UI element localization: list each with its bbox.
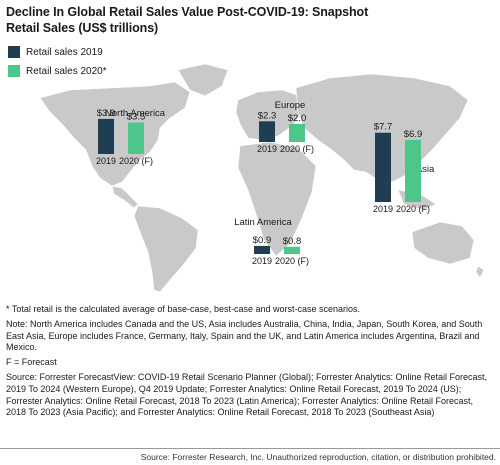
year-label-north-america-2019: 2019 [96, 156, 116, 166]
value-label-north-america-2019: $3.9 [97, 108, 116, 119]
title-line-2: Retail Sales (US$ trillions) [6, 21, 159, 35]
footer-text: Source: Forrester Research, Inc. Unautho… [140, 452, 496, 462]
legend-label-2019: Retail sales 2019 [26, 46, 103, 58]
bar-north-america-2019 [98, 118, 114, 154]
value-label-asia-2019: $7.7 [374, 122, 393, 133]
note-forecast: F = Forecast [6, 357, 57, 368]
year-label-latin-america-2020: 2020 (F) [275, 256, 309, 266]
chart-title: Decline In Global Retail Sales Value Pos… [6, 4, 368, 36]
legend-item-2019: Retail sales 2019 [8, 46, 107, 58]
year-label-asia-2020: 2020 (F) [396, 204, 430, 214]
value-label-europe-2020: $2.0 [288, 113, 307, 124]
footer: Source: Forrester Research, Inc. Unautho… [0, 448, 500, 465]
note-source: Source: Forrester ForecastView: COVID-19… [6, 371, 488, 418]
year-label-asia-2019: 2019 [373, 204, 393, 214]
legend-swatch-2020 [8, 65, 20, 77]
note-total: * Total retail is the calculated average… [6, 304, 361, 314]
region-label-asia: Asia [416, 164, 435, 175]
legend-label-2020: Retail sales 2020* [26, 65, 107, 77]
year-label-north-america-2020: 2020 (F) [119, 156, 153, 166]
value-label-latin-america-2019: $0.9 [253, 235, 272, 246]
year-label-europe-2019: 2019 [257, 144, 277, 154]
world-map-land [39, 63, 485, 293]
note-regions: Note: North America includes Canada and … [6, 318, 483, 353]
bar-europe-2020 [289, 124, 305, 142]
chart-notes: * Total retail is the calculated average… [6, 304, 494, 422]
bar-asia-2019 [375, 132, 391, 202]
legend-swatch-2019 [8, 46, 20, 58]
year-label-latin-america-2019: 2019 [252, 256, 272, 266]
value-label-europe-2019: $2.3 [258, 110, 277, 121]
value-label-asia-2020: $6.9 [404, 129, 423, 140]
region-label-north-america: North America [105, 108, 166, 119]
region-label-europe: Europe [275, 100, 306, 111]
bar-latin-america-2020 [284, 246, 300, 254]
chart-legend: Retail sales 2019 Retail sales 2020* [8, 46, 107, 84]
region-label-latin-america: Latin America [234, 217, 292, 228]
value-label-latin-america-2020: $0.8 [283, 236, 302, 247]
bar-north-america-2020 [128, 122, 144, 154]
legend-item-2020: Retail sales 2020* [8, 65, 107, 77]
year-label-europe-2020: 2020 (F) [280, 144, 314, 154]
bar-asia-2020 [405, 139, 421, 202]
title-line-1: Decline In Global Retail Sales Value Pos… [6, 5, 369, 19]
bar-europe-2019 [259, 121, 275, 142]
bar-latin-america-2019 [254, 245, 270, 254]
value-label-north-america-2020: $3.5 [127, 112, 146, 123]
